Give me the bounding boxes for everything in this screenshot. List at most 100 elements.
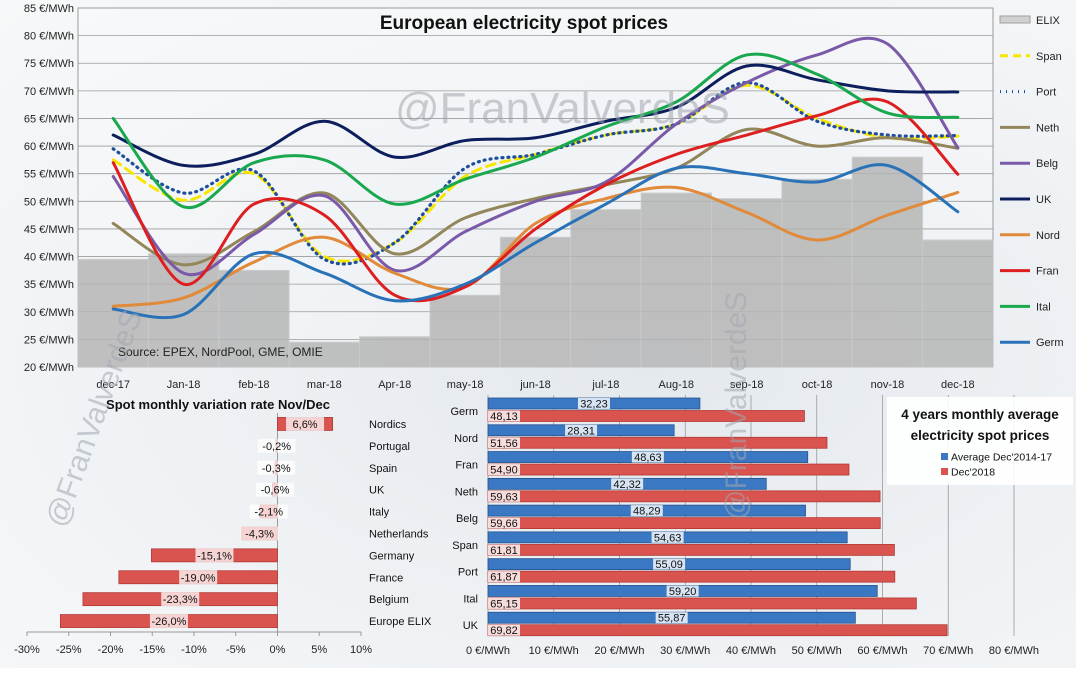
chart-title: 4 years monthly average — [901, 407, 1059, 422]
elix-bar — [922, 239, 994, 368]
data-label-bg — [577, 398, 610, 409]
y-tick-label: 75 €/MWh — [24, 58, 74, 70]
series-line-nord — [111, 185, 960, 308]
elix-bar — [218, 269, 290, 368]
category-label: Belgium — [369, 594, 409, 606]
data-label-bg — [149, 614, 188, 629]
data-label: 51,56 — [490, 438, 518, 450]
x-tick-label: 40 €/MWh — [726, 645, 776, 657]
series-line-fran — [111, 97, 960, 303]
x-tick-label: dec-18 — [941, 379, 975, 391]
x-tick-label: 10% — [350, 644, 372, 656]
x-tick-label: -15% — [139, 644, 165, 656]
legend-swatch — [941, 468, 948, 475]
category-label: UK — [369, 485, 385, 497]
data-label: 59,66 — [490, 518, 518, 530]
series-line-ital — [111, 52, 960, 210]
x-tick-label: Aug-18 — [659, 379, 694, 391]
category-label: Netherlands — [369, 528, 429, 540]
category-label: Belg — [456, 513, 478, 525]
average-prices-svg: 0 €/MWh 10 €/MWh 20 €/MWh 30 €/MWh 40 €/MWh 5… — [451, 395, 1073, 657]
x-tick-label: 10 €/MWh — [529, 645, 579, 657]
data-label-bg — [565, 424, 598, 436]
data-label: 48,13 — [490, 411, 518, 423]
category-label: Ital — [463, 593, 478, 605]
data-label: -4,3% — [245, 528, 274, 540]
data-label: 55,09 — [655, 559, 683, 571]
watermark-right: @FranValverdeS — [720, 291, 753, 520]
category-label: Europe ELIX — [369, 616, 432, 628]
category-label: Nord — [454, 433, 478, 445]
x-tick-label: -20% — [98, 644, 124, 656]
y-tick-label: 60 €/MWh — [24, 141, 74, 153]
data-label: 59,20 — [669, 586, 697, 598]
data-label: -0,3% — [262, 463, 291, 475]
y-tick-label: 45 €/MWh — [24, 224, 74, 236]
x-tick-label: oct-18 — [802, 379, 833, 391]
category-label: Italy — [369, 507, 390, 519]
x-tick-label: 70 €/MWh — [923, 645, 973, 657]
x-tick-label: jun-18 — [519, 379, 551, 391]
data-label-bg — [488, 571, 520, 583]
value-bar — [487, 597, 917, 610]
series-line-neth — [111, 127, 960, 267]
data-label: 59,63 — [490, 491, 518, 503]
data-label-bg — [651, 531, 684, 543]
legend-swatch — [941, 453, 948, 460]
series-line-uk — [111, 63, 960, 168]
y-tick-label: 80 €/MWh — [24, 31, 74, 43]
y-tick-label: 20 €/MWh — [24, 362, 74, 374]
x-tick-label: -25% — [56, 644, 82, 656]
value-bar — [487, 463, 850, 476]
data-label: 54,63 — [654, 532, 682, 544]
elix-bar — [640, 192, 712, 368]
data-label-bg — [179, 570, 218, 585]
value-bar — [487, 436, 828, 449]
elix-bar — [710, 198, 783, 368]
x-tick-label: feb-18 — [238, 379, 269, 391]
x-tick-label: 80 €/MWh — [989, 645, 1039, 657]
data-label-bg — [488, 624, 520, 636]
legend-label: Average Dec'2014-17 — [951, 452, 1052, 464]
spot-prices-chart: 20 €/MWh 25 €/MWh 30 €/MWh 35 €/MWh 40 €/MWh… — [24, 3, 1064, 391]
data-label: 61,87 — [490, 572, 518, 584]
category-label: Portugal — [369, 441, 410, 453]
chart-title: electricity spot prices — [911, 428, 1050, 443]
data-label: -0,6% — [261, 485, 290, 497]
legend-label: Neth — [1036, 122, 1059, 134]
data-label: 65,15 — [490, 598, 518, 610]
y-tick-label: 55 €/MWh — [24, 169, 74, 181]
x-tick-label: may-18 — [447, 379, 484, 391]
category-label: Span — [452, 540, 478, 552]
data-label: 69,82 — [490, 625, 518, 637]
category-label: Germ — [451, 406, 479, 418]
series-line-germ — [111, 163, 960, 320]
data-label-bg — [195, 548, 234, 563]
series-line-port — [111, 80, 960, 266]
y-tick-label: 30 €/MWh — [24, 307, 74, 319]
elix-bar — [429, 294, 501, 368]
category-label: Spain — [369, 463, 397, 475]
data-label-bg — [257, 438, 296, 453]
y-tick-label: 40 €/MWh — [24, 252, 74, 264]
data-label-bg — [611, 478, 644, 490]
data-label-bg — [488, 464, 520, 476]
x-tick-label: mar-18 — [307, 379, 342, 391]
legend-swatch-elix — [999, 15, 1031, 24]
watermark-top: @FranValverdeS — [395, 84, 730, 133]
legend-label: Port — [1036, 87, 1056, 99]
legend-label: Span — [1036, 51, 1062, 63]
data-label: -19,0% — [181, 572, 216, 584]
elix-bar — [851, 156, 924, 368]
category-label: Neth — [455, 486, 478, 498]
x-tick-label: 0% — [270, 644, 286, 656]
data-label-bg — [249, 504, 288, 519]
data-label-bg — [488, 597, 520, 609]
legend-label: UK — [1036, 194, 1052, 206]
elix-bar — [570, 209, 642, 368]
x-tick-label: Jan-18 — [167, 379, 201, 391]
x-tick-label: dec-17 — [96, 379, 130, 391]
data-label: 42,32 — [613, 479, 641, 491]
x-tick-label: sep-18 — [730, 379, 764, 391]
x-tick-label: -30% — [14, 644, 40, 656]
